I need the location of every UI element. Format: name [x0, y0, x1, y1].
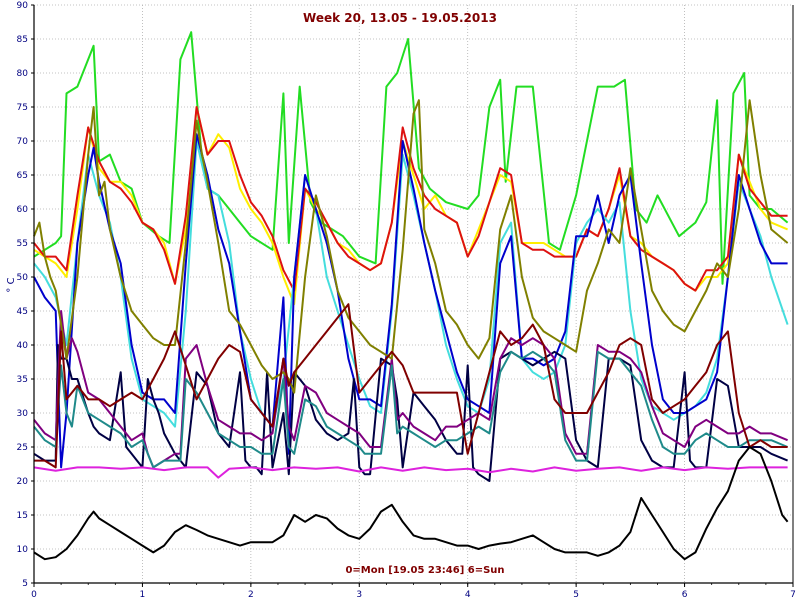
y-tick-label: 75: [17, 103, 28, 113]
x-tick-label: 0: [31, 590, 37, 600]
series-line-12: [33, 446, 789, 561]
y-tick-label: 40: [17, 341, 29, 351]
chart-title: Week 20, 13.05 - 19.05.2013: [303, 11, 497, 25]
series-line-1: [33, 31, 789, 285]
y-tick-label: 25: [17, 443, 28, 453]
y-tick-label: 60: [17, 205, 29, 215]
y-tick-label: 55: [17, 239, 28, 249]
y-tick-label: 20: [17, 477, 29, 487]
y-tick-label: 15: [17, 511, 28, 521]
series-line-8: [33, 350, 788, 469]
series-line-9: [33, 99, 789, 394]
x-tick-label: 5: [573, 590, 579, 600]
y-tick-label: 30: [17, 409, 29, 419]
y-tick-label: 80: [17, 69, 29, 79]
series-line-10: [34, 303, 788, 469]
series-line-3: [33, 106, 788, 292]
y-axis-label: ° C: [6, 277, 17, 292]
x-tick-label: 3: [356, 590, 362, 600]
y-tick-label: 5: [22, 579, 28, 589]
y-tick-label: 70: [17, 137, 29, 147]
series-layer: [33, 31, 789, 561]
y-tick-label: 90: [17, 1, 29, 11]
chart-annotation: 0=Mon [19.05 23:46] 6=Sun: [345, 565, 504, 576]
x-tick-label: 7: [790, 590, 796, 600]
series-line-11: [33, 466, 788, 479]
y-tick-label: 35: [17, 375, 28, 385]
y-tick-label: 45: [17, 307, 28, 317]
y-tick-label: 10: [17, 545, 29, 555]
series-line-6: [33, 344, 788, 482]
x-tick-label: 1: [140, 590, 146, 600]
y-tick-label: 65: [17, 171, 28, 181]
series-line-5: [33, 133, 788, 469]
y-tick-label: 50: [17, 273, 29, 283]
x-tick-label: 4: [465, 590, 471, 600]
x-tick-label: 2: [248, 590, 254, 600]
x-tick-label: 6: [682, 590, 688, 600]
y-tick-label: 85: [17, 35, 28, 45]
